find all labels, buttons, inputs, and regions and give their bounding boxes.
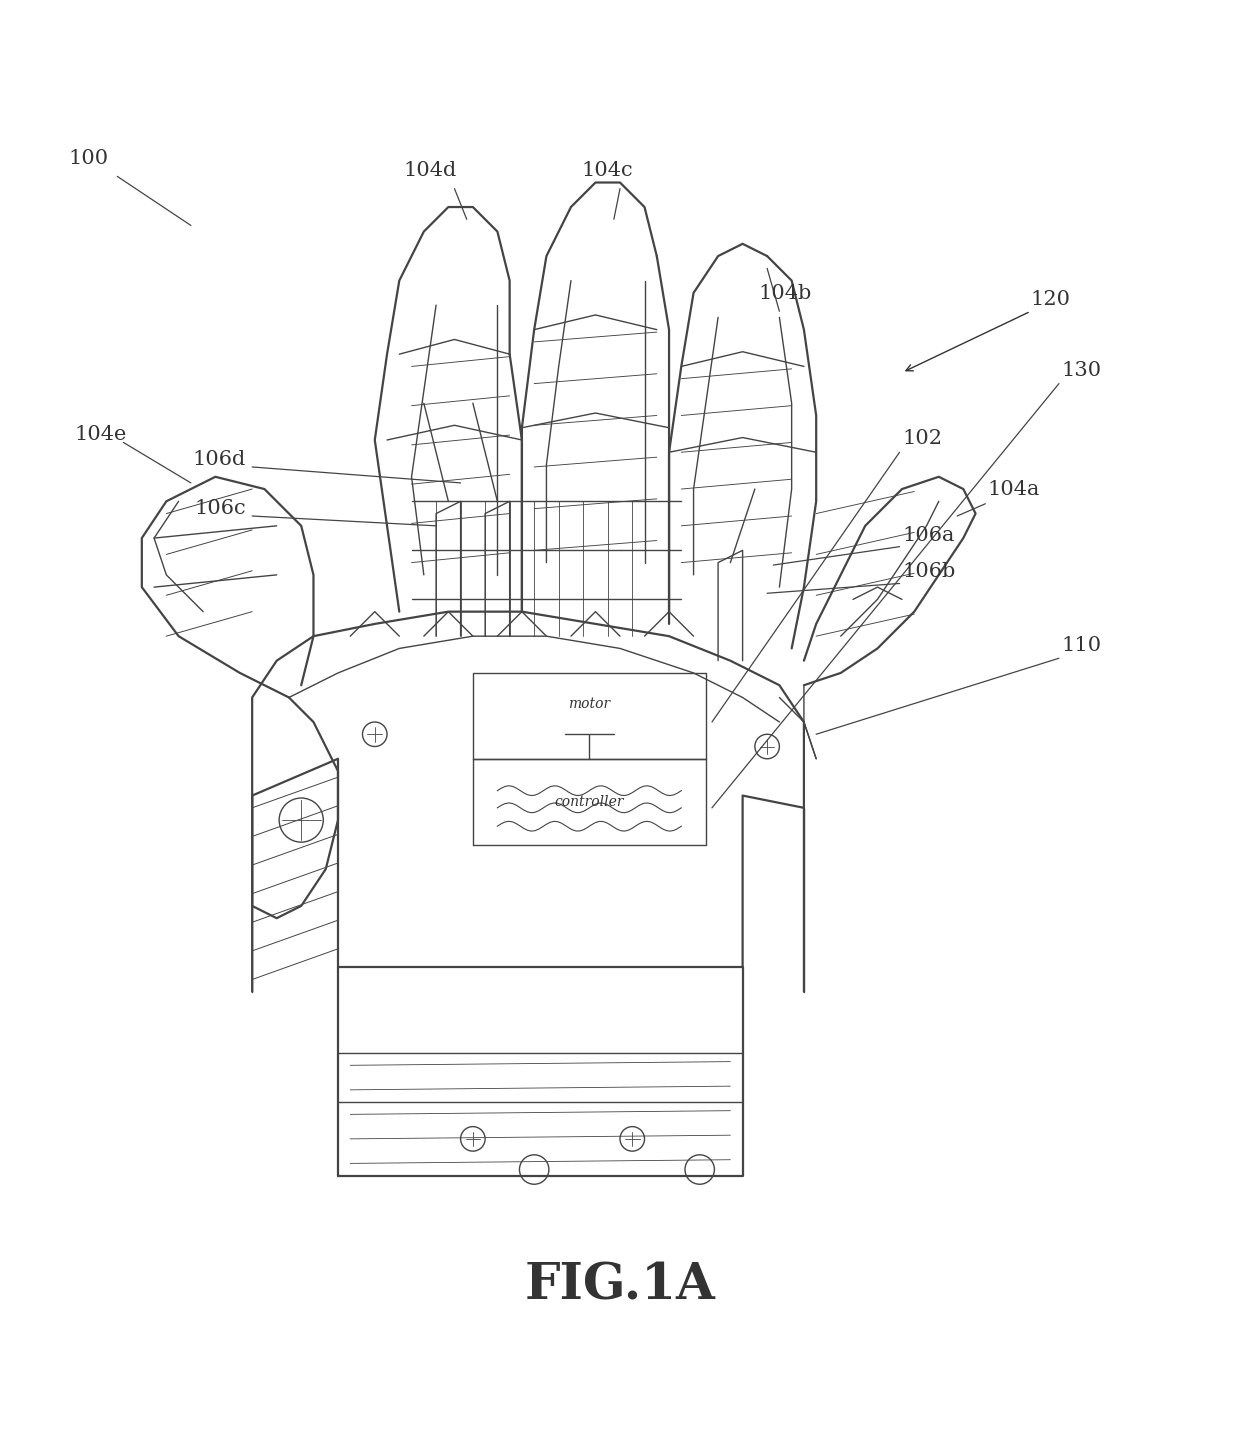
Text: 102: 102 (901, 429, 942, 448)
Text: 104a: 104a (988, 481, 1040, 500)
Text: 104c: 104c (582, 162, 634, 180)
Text: 100: 100 (68, 149, 108, 168)
Text: controller: controller (554, 794, 624, 809)
Text: 106b: 106b (901, 562, 955, 582)
Text: 104e: 104e (74, 425, 126, 443)
Text: FIG.1A: FIG.1A (525, 1262, 715, 1311)
Text: 106d: 106d (192, 449, 246, 468)
Text: 104d: 104d (403, 162, 456, 180)
Text: 110: 110 (1061, 635, 1101, 656)
Text: 104b: 104b (759, 284, 812, 303)
Text: motor: motor (568, 696, 610, 710)
Text: 130: 130 (1061, 361, 1101, 380)
Text: 106a: 106a (901, 526, 955, 544)
Text: 120: 120 (1030, 290, 1071, 309)
Text: 106c: 106c (195, 498, 246, 517)
